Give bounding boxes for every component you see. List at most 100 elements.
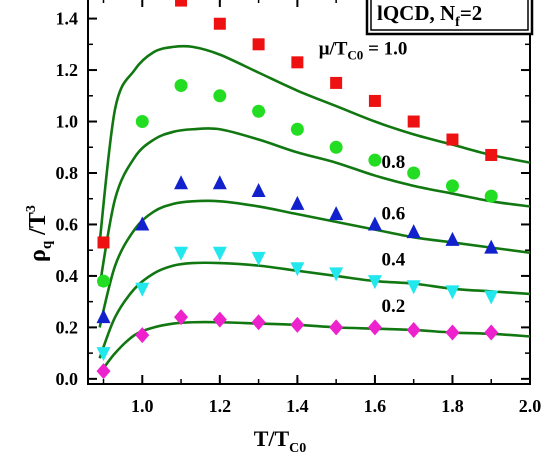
data-point-triangle-down xyxy=(367,275,382,290)
data-point-triangle-up xyxy=(174,175,189,190)
data-point-triangle-up xyxy=(96,309,111,324)
x-tick-label: 2.0 xyxy=(519,396,542,416)
x-axis-label-sub: C0 xyxy=(289,441,306,454)
data-point-triangle-down xyxy=(96,347,111,362)
data-point-square xyxy=(330,76,343,89)
y-tick-label: 0.2 xyxy=(56,317,79,337)
x-tick-label: 1.8 xyxy=(441,396,464,416)
data-point-square xyxy=(368,94,381,107)
model-curve xyxy=(98,320,531,375)
curve-label-text: 0.2 xyxy=(381,296,405,317)
y-axis-label-main: ρ xyxy=(25,249,51,262)
data-point-circle xyxy=(368,153,382,167)
y-tick-label: 1.4 xyxy=(56,9,79,29)
curve-label-text: 0.6 xyxy=(381,203,405,224)
curve-label: μ/TC0 = 1.0 xyxy=(319,39,408,63)
data-point-circle xyxy=(329,140,343,154)
svg-text:lQCD, Nf=2: lQCD, Nf=2 xyxy=(377,1,482,30)
data-point-diamond xyxy=(135,327,150,344)
data-point-square xyxy=(97,236,110,249)
data-point-circle xyxy=(97,274,111,288)
data-point-square xyxy=(175,0,188,7)
data-point-diamond xyxy=(329,319,344,336)
data-points xyxy=(96,0,499,380)
data-point-diamond xyxy=(406,321,421,338)
data-point-circle xyxy=(290,122,304,136)
curve-label-sub: C0 xyxy=(347,48,363,63)
y-axis-label-mid: /T xyxy=(25,212,51,241)
data-point-diamond xyxy=(367,319,382,336)
data-point-circle xyxy=(252,104,266,118)
curve-labels: μ/TC0 = 1.0 0.8 0.6 0.4 0.2 xyxy=(319,39,408,317)
curve-label-value: = 1.0 xyxy=(363,39,407,60)
curve-label: 0.6 xyxy=(381,203,405,224)
data-point-triangle-up xyxy=(135,216,150,231)
y-axis-label-sup: 3 xyxy=(24,205,39,212)
x-axis-label: T/TC0 xyxy=(254,426,307,454)
data-point-diamond xyxy=(251,314,266,331)
data-point-triangle-down xyxy=(174,246,189,261)
data-point-triangle-down xyxy=(445,285,460,300)
data-point-square xyxy=(407,115,420,128)
x-tick-label: 1.4 xyxy=(286,396,309,416)
data-point-square xyxy=(485,148,498,161)
model-curve xyxy=(98,199,531,328)
data-point-circle xyxy=(174,78,188,92)
x-tick-label: 1.6 xyxy=(364,396,387,416)
inset-label-box: lQCD, Nf=2 xyxy=(365,0,534,36)
data-point-triangle-down xyxy=(406,280,421,295)
data-point-square xyxy=(446,133,459,146)
data-point-diamond xyxy=(484,324,499,341)
data-point-triangle-down xyxy=(135,282,150,297)
data-point-triangle-down xyxy=(290,262,305,277)
data-point-triangle-down xyxy=(329,267,344,282)
curve-label: 0.8 xyxy=(381,152,405,173)
data-point-circle xyxy=(484,189,498,203)
data-point-triangle-down xyxy=(251,251,266,266)
curve-label: 0.2 xyxy=(381,296,405,317)
y-tick-label: 0.8 xyxy=(56,163,79,183)
data-point-square xyxy=(252,38,265,51)
data-point-diamond xyxy=(290,316,305,333)
data-point-square xyxy=(291,56,304,69)
y-tick-label: 0.6 xyxy=(56,214,79,234)
curve-label-text: 0.4 xyxy=(381,250,405,271)
x-tick-label: 1.0 xyxy=(131,396,154,416)
data-point-triangle-up xyxy=(367,216,382,231)
data-point-diamond xyxy=(96,363,111,380)
y-tick-label: 1.2 xyxy=(56,60,79,80)
data-point-diamond xyxy=(212,311,227,328)
data-point-diamond xyxy=(174,309,189,326)
data-point-circle xyxy=(445,179,459,193)
x-tick-label: 1.2 xyxy=(209,396,232,416)
data-point-triangle-up xyxy=(329,206,344,221)
curve-label-text: 0.8 xyxy=(381,152,405,173)
curve-label: 0.4 xyxy=(381,250,405,271)
y-tick-label: 0.4 xyxy=(56,266,79,286)
data-point-diamond xyxy=(445,324,460,341)
data-point-triangle-up xyxy=(212,175,227,190)
x-axis-label-main: T/T xyxy=(254,426,290,451)
curve-label-text: μ/T xyxy=(319,39,348,60)
data-point-square xyxy=(213,17,226,30)
data-point-circle xyxy=(407,166,421,180)
data-point-triangle-down xyxy=(484,290,499,305)
data-point-triangle-up xyxy=(290,195,305,210)
y-tick-label: 1.0 xyxy=(56,112,79,132)
data-point-triangle-up xyxy=(406,224,421,239)
plot-frame xyxy=(87,0,531,385)
y-axis-label-sub: q xyxy=(39,240,55,249)
data-point-triangle-down xyxy=(212,246,227,261)
inset-label-suffix: =2 xyxy=(460,1,482,25)
inset-label: lQCD, N xyxy=(377,1,455,25)
model-curves xyxy=(98,44,531,375)
y-tick-label: 0.0 xyxy=(56,369,79,389)
model-curve xyxy=(98,261,531,359)
y-axis-label: ρq /T3 xyxy=(24,205,55,262)
data-point-circle xyxy=(213,89,227,103)
model-curve xyxy=(98,44,531,243)
data-point-triangle-up xyxy=(251,183,266,197)
data-point-circle xyxy=(135,115,149,129)
model-curve xyxy=(98,127,531,287)
data-point-triangle-up xyxy=(484,239,499,254)
